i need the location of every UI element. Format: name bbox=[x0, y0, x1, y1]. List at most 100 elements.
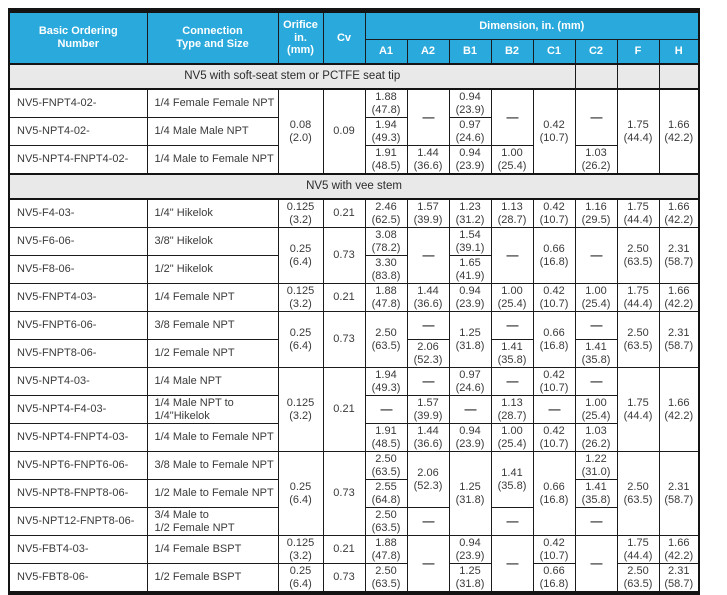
dimension-value-cell: 0.97 (24.6) bbox=[448, 117, 492, 146]
dimension-value-cell: — bbox=[364, 395, 408, 424]
table-row: NV5-NPT4-03- 1/4 Male NPT 0.125 (3.2) 0.21 1… bbox=[8, 367, 700, 452]
header-dim-f: F bbox=[616, 39, 660, 65]
table-row: NV5-FNPT4-03- 1/4 Female NPT 0.125 (3.2) 0.… bbox=[8, 283, 700, 312]
dimension-value-cell: 1.00 (25.4) bbox=[490, 145, 534, 175]
dimension-value-cell: — bbox=[406, 88, 450, 146]
ordering-number-cell: NV5-FNPT6-06- bbox=[8, 311, 148, 340]
table-row: NV5-NPT4-02- 1/4 Male Male NPT 1.94 (49.3)… bbox=[8, 117, 699, 146]
dimension-value-cell: 1.66 (42.2) bbox=[658, 535, 700, 564]
table-row: NV5-NPT6-FNPT6-06- 3/8 Male to Female NPT… bbox=[8, 451, 700, 536]
header-orifice: Orifice in. (mm) bbox=[277, 10, 324, 65]
dimension-value-cell: 2.50 (63.5) bbox=[364, 563, 408, 594]
dimension-value-cell: 0.73 bbox=[322, 311, 366, 368]
dimension-value-cell: 1.00 (25.4) bbox=[574, 395, 618, 424]
connection-cell: 3/8" Hikelok bbox=[146, 227, 279, 256]
dimension-value-cell: 2.50 (63.5) bbox=[364, 507, 408, 536]
header-cv: Cv bbox=[322, 10, 366, 65]
dimension-value-cell: 1.65 (41.9) bbox=[448, 255, 492, 284]
section-band-row: NV5 with soft-seat stem or PCTFE seat ti… bbox=[8, 63, 700, 90]
dimension-value-cell: 1.25 (31.8) bbox=[448, 563, 492, 594]
dimension-value-cell: 1.41 (35.8) bbox=[490, 339, 534, 368]
section-title: NV5 with vee stem bbox=[8, 173, 700, 200]
dimension-value-cell: — bbox=[406, 367, 450, 396]
ordering-number-cell: NV5-NPT6-FNPT6-06- bbox=[8, 451, 148, 480]
dimension-value-cell: 0.25 (6.4) bbox=[277, 227, 324, 284]
table-row: NV5-NPT4-FNPT4-03- 1/4 Male to Female NPT… bbox=[8, 423, 699, 452]
dimension-value-cell: 2.06 (52.3) bbox=[406, 339, 450, 368]
dimension-value-cell: — bbox=[406, 227, 450, 284]
dimension-value-cell: 1.66 (42.2) bbox=[658, 88, 700, 175]
connection-cell: 3/8 Male to Female NPT bbox=[146, 451, 279, 480]
dimension-value-cell: 2.50 (63.5) bbox=[364, 451, 408, 480]
connection-cell: 1/4 Female Female NPT bbox=[146, 88, 279, 118]
section-band-empty-cell bbox=[616, 63, 660, 90]
dimension-value-cell: 1.66 (42.2) bbox=[658, 367, 700, 452]
dimension-value-cell: 0.73 bbox=[322, 563, 366, 594]
ordering-number-cell: NV5-NPT4-03- bbox=[8, 367, 148, 396]
dimension-value-cell: — bbox=[574, 88, 618, 146]
header-dim-b2: B2 bbox=[490, 39, 534, 65]
dimension-value-cell: 1.54 (39.1) bbox=[448, 227, 492, 256]
dimension-value-cell: 0.66 (16.8) bbox=[532, 227, 576, 284]
dimension-value-cell: — bbox=[490, 535, 534, 594]
dimension-value-cell: — bbox=[490, 507, 534, 536]
dimension-value-cell: 1.00 (25.4) bbox=[490, 283, 534, 312]
dimension-value-cell: 0.66 (16.8) bbox=[532, 451, 576, 536]
dimension-value-cell: 2.31 (58.7) bbox=[658, 311, 700, 368]
dimension-value-cell: 1.13 (28.7) bbox=[490, 198, 534, 228]
dimension-value-cell: 1.88 (47.8) bbox=[364, 283, 408, 312]
dimension-value-cell: 3.30 (83.8) bbox=[364, 255, 408, 284]
ordering-number-cell: NV5-NPT8-FNPT8-06- bbox=[8, 479, 148, 508]
dimension-value-cell: — bbox=[406, 535, 450, 594]
header-connection-type-size: Connection Type and Size bbox=[146, 10, 279, 65]
ordering-number-cell: NV5-FNPT4-03- bbox=[8, 283, 148, 312]
dimension-value-cell: 1.41 (35.8) bbox=[574, 339, 618, 368]
dimension-value-cell: 2.46 (62.5) bbox=[364, 198, 408, 228]
dimension-value-cell: 0.09 bbox=[322, 88, 366, 175]
connection-cell: 1/4 Female BSPT bbox=[146, 535, 279, 564]
ordering-number-cell: NV5-F4-03- bbox=[8, 198, 148, 228]
table-row: NV5-NPT12-FNPT8-06- 3/4 Male to 1/2 Femal… bbox=[8, 507, 699, 536]
ordering-number-cell: NV5-NPT4-F4-03- bbox=[8, 395, 148, 424]
connection-cell: 1/4 Male NPT bbox=[146, 367, 279, 396]
ordering-number-cell: NV5-NPT4-FNPT4-03- bbox=[8, 423, 148, 452]
dimension-value-cell: 2.06 (52.3) bbox=[406, 451, 450, 508]
connection-cell: 1/2" Hikelok bbox=[146, 255, 279, 284]
dimension-value-cell: 1.91 (48.5) bbox=[364, 423, 408, 452]
dimension-value-cell: 0.94 (23.9) bbox=[448, 88, 492, 118]
dimension-value-cell: 0.125 (3.2) bbox=[277, 283, 324, 312]
dimension-value-cell: 3.08 (78.2) bbox=[364, 227, 408, 256]
dimension-value-cell: 0.97 (24.6) bbox=[448, 367, 492, 396]
table-row: NV5-FNPT6-06- 3/8 Female NPT 0.25 (6.4) 0.7… bbox=[8, 311, 700, 368]
table-row: NV5-FNPT8-06- 1/2 Female NPT 2.06 (52.3) 1.… bbox=[8, 339, 699, 368]
connection-cell: 1/4" Hikelok bbox=[146, 198, 279, 228]
dimension-value-cell: 2.50 (63.5) bbox=[364, 311, 408, 368]
dimension-value-cell: 1.03 (26.2) bbox=[574, 423, 618, 452]
dimension-value-cell: 1.23 (31.2) bbox=[448, 198, 492, 228]
table-row: NV5-F6-06- 3/8" Hikelok 0.25 (6.4) 0.73 3.08… bbox=[8, 227, 700, 284]
dimension-value-cell: 0.21 bbox=[322, 535, 366, 564]
connection-cell: 1/2 Male to Female NPT bbox=[146, 479, 279, 508]
ordering-number-cell: NV5-FBT4-03- bbox=[8, 535, 148, 564]
dimension-value-cell: 0.42 (10.7) bbox=[532, 88, 576, 175]
header-dim-c2: C2 bbox=[574, 39, 618, 65]
dimension-value-cell: 1.66 (42.2) bbox=[658, 283, 700, 312]
dimension-value-cell: 0.25 (6.4) bbox=[277, 563, 324, 594]
table-row: NV5-FNPT4-02- 1/4 Female Female NPT 0.08 (… bbox=[8, 88, 700, 175]
ordering-number-cell: NV5-F8-06- bbox=[8, 255, 148, 284]
dimension-value-cell: 2.50 (63.5) bbox=[616, 311, 660, 368]
dimension-value-cell: 2.50 (63.5) bbox=[616, 563, 660, 594]
section-band-row: NV5 with vee stem bbox=[8, 173, 700, 200]
dimension-value-cell: 1.41 (35.8) bbox=[574, 479, 618, 508]
dimension-value-cell: 0.21 bbox=[322, 198, 366, 228]
dimension-value-cell: — bbox=[490, 88, 534, 146]
connection-cell: 1/4 Male Male NPT bbox=[146, 117, 279, 146]
ordering-number-cell: NV5-NPT12-FNPT8-06- bbox=[8, 507, 148, 536]
dimension-value-cell: — bbox=[574, 535, 618, 594]
dimension-value-cell: 1.75 (44.4) bbox=[616, 88, 660, 175]
connection-cell: 1/4 Male to Female NPT bbox=[146, 423, 279, 452]
table-row: NV5-F8-06- 1/2" Hikelok 3.30 (83.8) 1.65 (4… bbox=[8, 255, 699, 284]
dimension-value-cell: 2.50 (63.5) bbox=[616, 451, 660, 536]
dimension-value-cell: 1.00 (25.4) bbox=[574, 283, 618, 312]
dimension-value-cell: — bbox=[574, 367, 618, 396]
